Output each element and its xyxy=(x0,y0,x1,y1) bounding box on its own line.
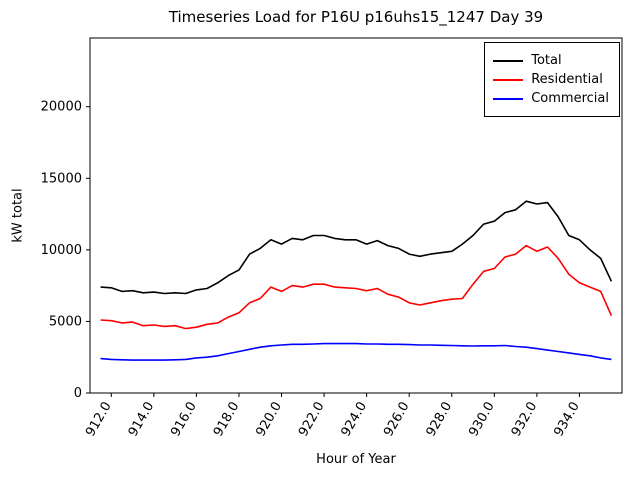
y-tick-label: 0 xyxy=(74,386,82,401)
x-tick-label: 912.0 xyxy=(83,400,115,440)
x-tick-label: 928.0 xyxy=(424,400,456,440)
x-tick-label: 930.0 xyxy=(466,400,498,440)
x-tick-label: 924.0 xyxy=(339,400,371,440)
x-tick-label: 934.0 xyxy=(551,400,583,440)
legend-label: Total xyxy=(531,53,562,68)
legend-line-swatch xyxy=(493,97,524,100)
y-axis-label: kW total xyxy=(10,188,26,243)
legend-line-swatch xyxy=(493,78,524,81)
legend-entry-residential: Residential xyxy=(493,72,609,87)
y-tick-label: 15000 xyxy=(41,171,82,186)
y-tick-label: 5000 xyxy=(49,314,82,329)
series-line-commercial xyxy=(100,342,612,361)
legend-line-swatch xyxy=(493,59,524,62)
legend-entry-commercial: Commercial xyxy=(493,91,609,106)
y-tick-label: 10000 xyxy=(41,243,82,258)
x-axis-label: Hour of Year xyxy=(316,452,396,467)
x-tick-label: 914.0 xyxy=(126,400,158,440)
x-tick-label: 922.0 xyxy=(296,400,328,440)
x-tick-label: 932.0 xyxy=(509,400,541,440)
x-tick-label: 920.0 xyxy=(253,400,285,440)
x-tick-label: 926.0 xyxy=(381,400,413,440)
chart-title: Timeseries Load for P16U p16uhs15_1247 D… xyxy=(168,8,544,26)
series-line-residential xyxy=(100,244,613,330)
x-tick-label: 918.0 xyxy=(211,400,243,440)
legend: Total Residential Commercial xyxy=(484,42,620,117)
axes-box xyxy=(89,37,623,394)
legend-label: Commercial xyxy=(531,91,609,106)
series-line-total xyxy=(100,200,613,295)
x-tick-label: 916.0 xyxy=(168,400,200,440)
legend-label: Residential xyxy=(531,72,603,87)
legend-entry-total: Total xyxy=(493,53,609,68)
y-tick-label: 20000 xyxy=(41,100,82,115)
